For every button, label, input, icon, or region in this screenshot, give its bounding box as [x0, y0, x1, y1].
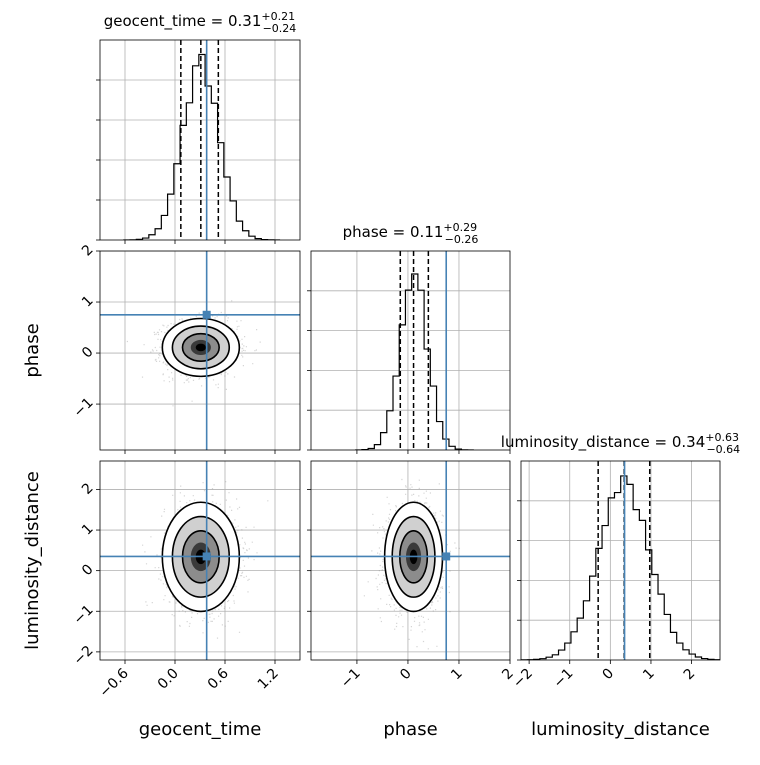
histogram-phase [355, 273, 474, 450]
hist-title-luminosity_distance: luminosity_distance = 0.34+0.63 −0.64 [501, 431, 740, 456]
x-axis-label-luminosity_distance: luminosity_distance [531, 719, 710, 740]
histogram-luminosity_distance [521, 475, 720, 660]
x-tick-label: 0.0 [155, 666, 182, 693]
y-tick-label: −1 [71, 395, 97, 421]
panel-frame [99, 39, 301, 241]
contour-line [181, 332, 220, 363]
histogram-geocent_time [123, 53, 281, 240]
y-tick-label: 1 [79, 521, 97, 539]
truth-marker [202, 310, 211, 319]
panel-frame [310, 250, 511, 451]
y-tick-label: 1 [79, 293, 97, 311]
panel-content [311, 461, 510, 660]
contour-line [171, 325, 231, 370]
truth-marker [442, 552, 451, 561]
panel-frame [310, 460, 511, 661]
y-tick-label: −1 [71, 602, 97, 628]
y-axis-label-luminosity_distance: luminosity_distance [22, 471, 43, 650]
y-tick-label: 2 [79, 480, 97, 498]
x-tick-label: −2 [510, 666, 536, 692]
x-axis-label-phase: phase [383, 719, 437, 740]
hist-title-phase: phase = 0.11+0.29 −0.26 [343, 221, 479, 246]
x-axis-label-geocent_time: geocent_time [139, 719, 262, 740]
hist-panel-geocent_time: geocent_time = 0.31+0.21 −0.24 [96, 10, 301, 241]
y-tick-label: −2 [71, 643, 97, 669]
hist-panel-luminosity_distance: luminosity_distance = 0.34+0.63 −0.64 [501, 431, 740, 661]
panel-content [100, 251, 300, 450]
x-tick-label: −0.6 [96, 665, 131, 700]
2d-panel-phase-luminosity_distance [310, 460, 511, 661]
hist-title-geocent_time: geocent_time = 0.31+0.21 −0.24 [104, 10, 297, 35]
scatter-points [142, 481, 269, 639]
panel-content [100, 461, 300, 660]
y-axis-label-phase: phase [22, 323, 43, 377]
x-tick-label: 2 [681, 666, 699, 684]
x-tick-label: −1 [338, 666, 364, 692]
density-level [195, 343, 206, 352]
hist-panel-phase: phase = 0.11+0.29 −0.26 [307, 221, 511, 451]
x-tick-label: −1 [551, 666, 577, 692]
x-tick-label: 0 [397, 666, 415, 684]
x-tick-label: 1.2 [255, 666, 282, 693]
panel-frame [99, 250, 301, 451]
panel-frame [520, 460, 721, 661]
x-tick-label: 0 [600, 666, 618, 684]
2d-panel-geocent_time-phase [99, 250, 301, 451]
x-tick-label: 1 [640, 666, 658, 684]
contour-line [161, 317, 241, 378]
truth-marker [202, 552, 211, 561]
y-tick-label: 2 [79, 242, 97, 260]
y-tick-label: 0 [79, 344, 97, 362]
2d-panel-geocent_time-luminosity_distance [99, 460, 301, 661]
panel-frame [99, 460, 301, 661]
x-tick-label: 0.6 [205, 665, 232, 692]
x-tick-label: 1 [448, 666, 466, 684]
y-tick-label: 0 [79, 561, 97, 579]
